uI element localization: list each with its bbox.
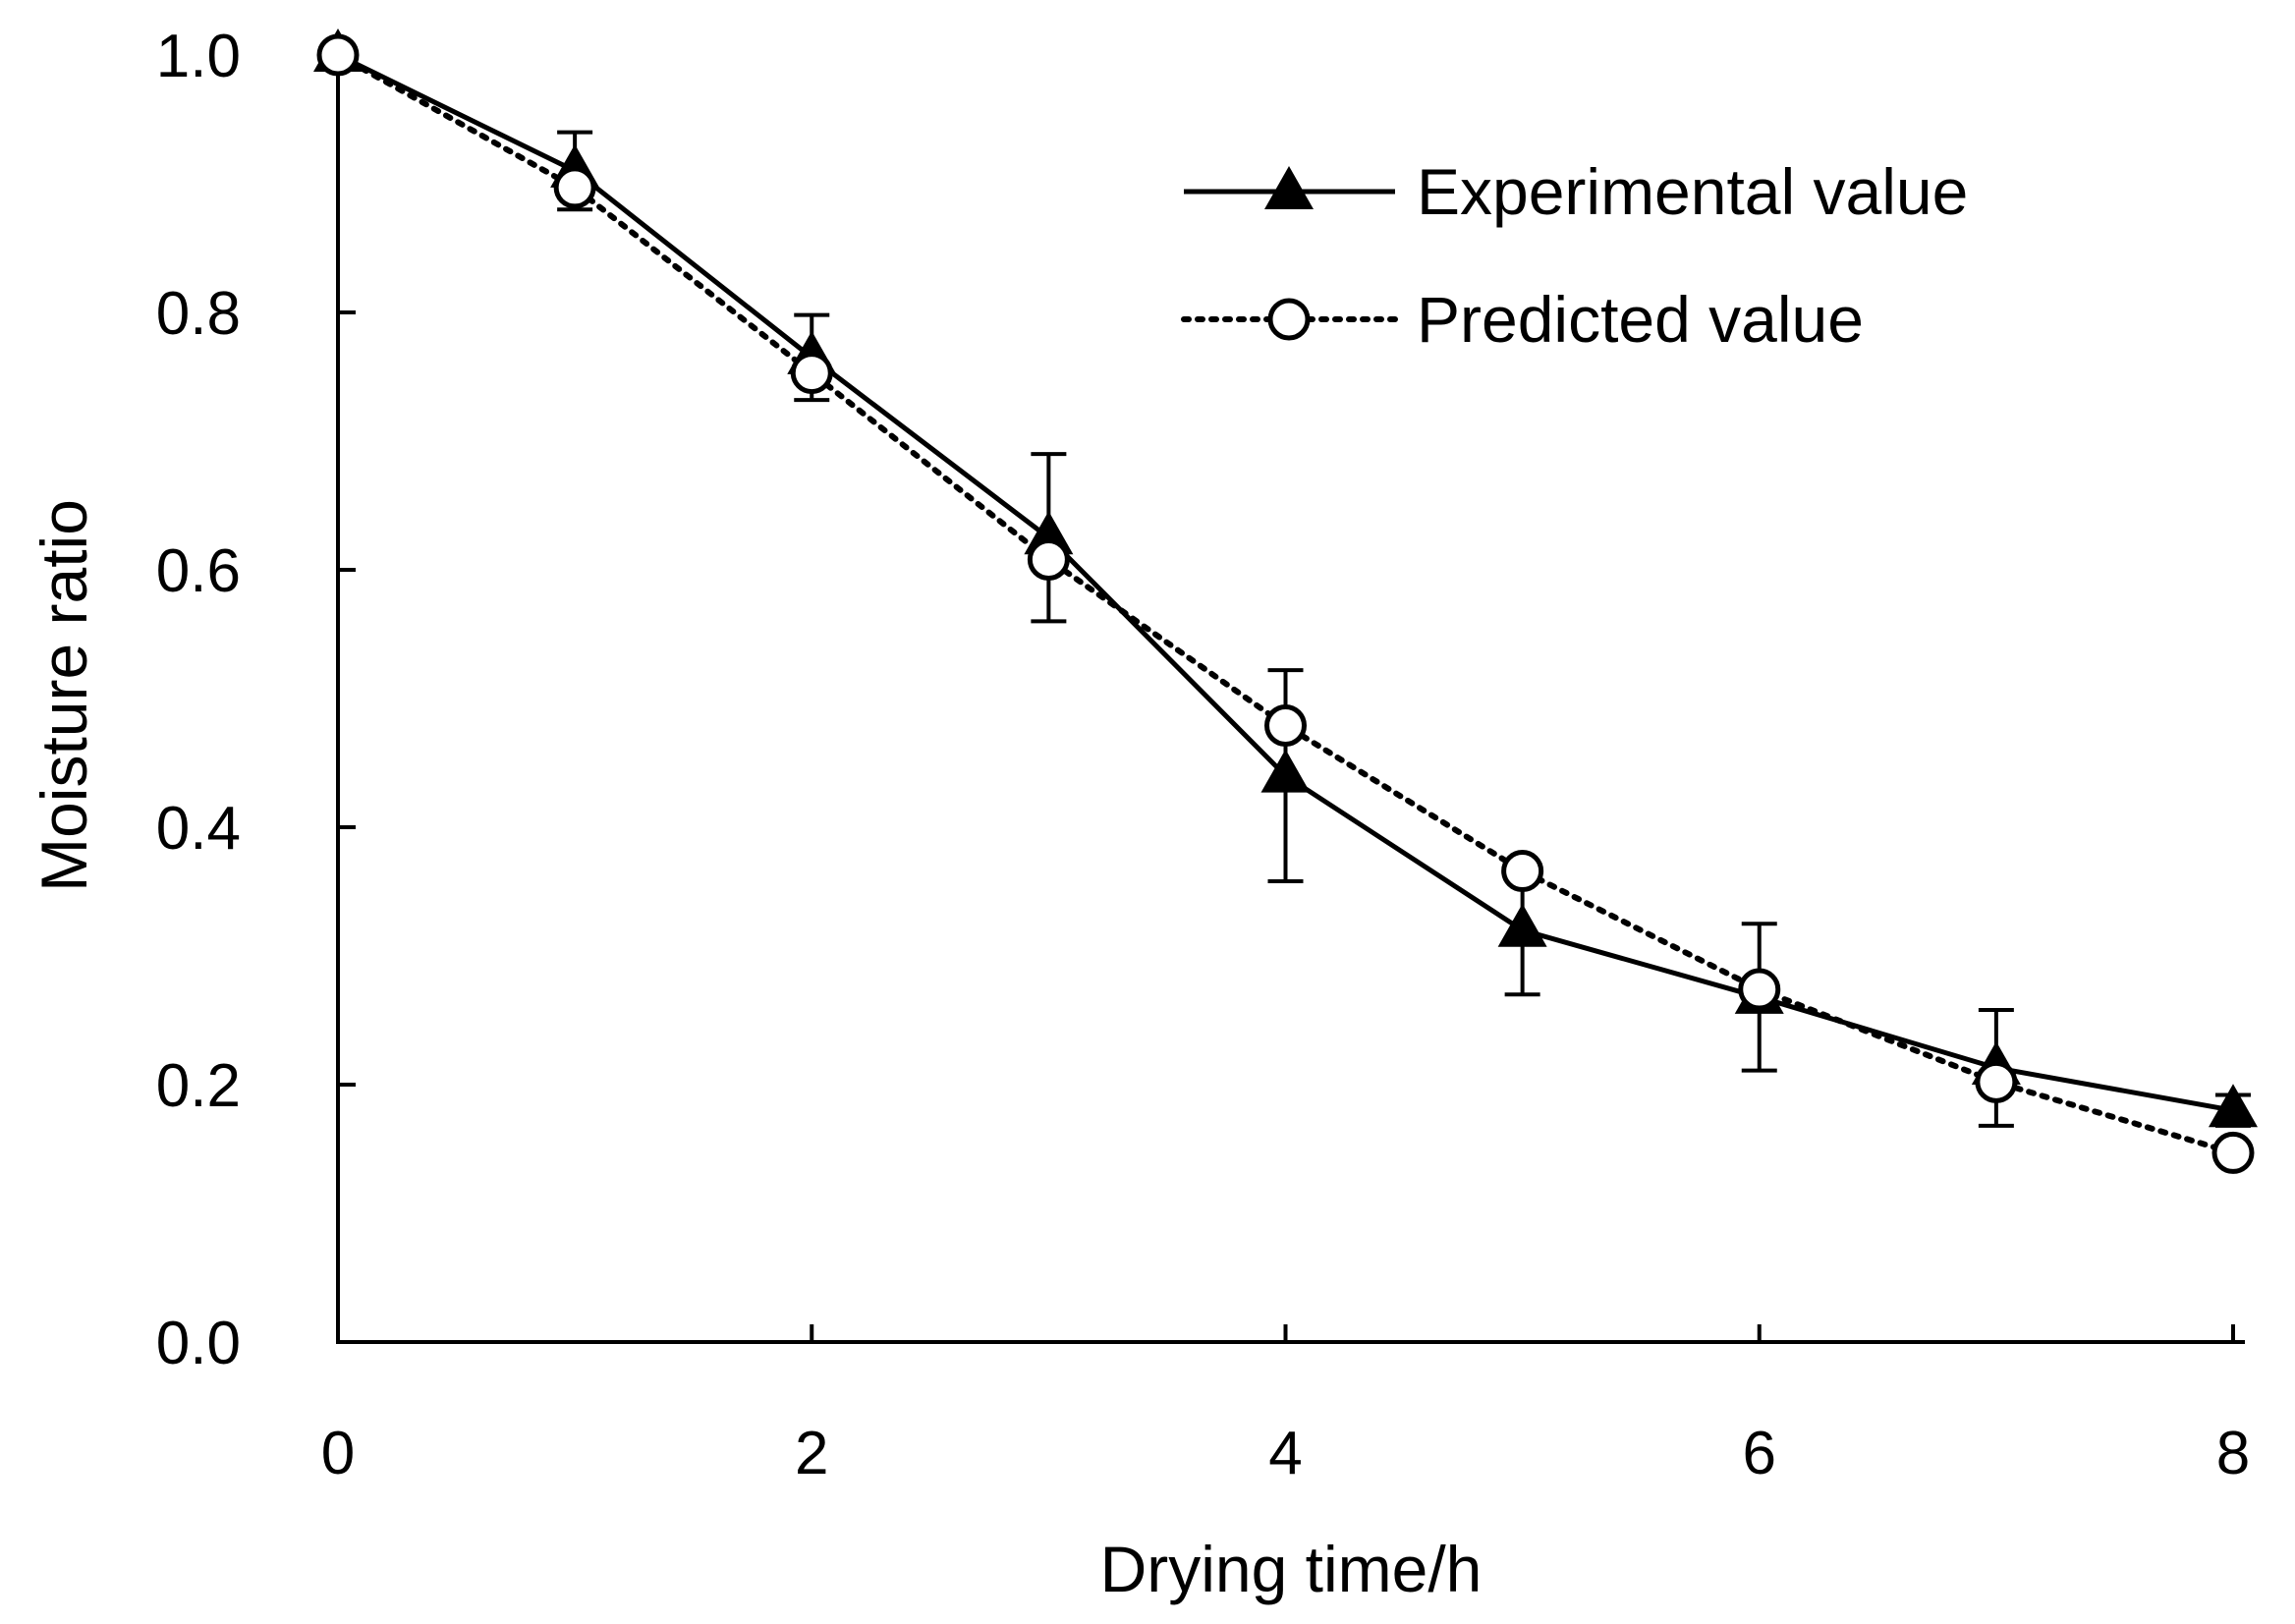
legend-item-predicted: Predicted value [1181, 283, 1864, 356]
legend-item-experimental: Experimental value [1184, 155, 1968, 228]
x-tick-label: 2 [795, 1420, 828, 1487]
experimental-point [1497, 903, 1547, 947]
x-axis-title: Drying time/h [1100, 1533, 1483, 1605]
legend-label-predicted: Predicted value [1417, 283, 1864, 356]
predicted-point [1501, 850, 1544, 893]
y-tick-label: 1.0 [156, 23, 241, 90]
predicted-point [553, 166, 596, 209]
legend-label-experimental: Experimental value [1417, 155, 1968, 228]
predicted-point [1264, 704, 1307, 748]
y-tick-label: 0.0 [156, 1310, 241, 1377]
experimental-point [1260, 749, 1311, 793]
y-tick-label: 0.4 [156, 795, 241, 863]
legend: Experimental value Predicted value [1181, 155, 1968, 356]
x-tick-label: 8 [2216, 1420, 2250, 1487]
ticks: 0 2 4 6 8 0.0 0.2 0.4 0.6 0.8 1.0 [156, 23, 2250, 1487]
x-tick-label: 6 [1743, 1420, 1776, 1487]
predicted-point [1738, 968, 1781, 1011]
x-tick-label: 0 [321, 1420, 355, 1487]
predicted-point [316, 33, 360, 77]
predicted-point [1027, 538, 1070, 582]
predicted-point [790, 352, 833, 395]
error-bars [557, 130, 2251, 1128]
y-tick-label: 0.6 [156, 537, 241, 605]
experimental-point [2209, 1084, 2258, 1128]
legend-marker-circle [1267, 298, 1311, 341]
markers [313, 28, 2258, 1174]
legend-marker-triangle [1264, 166, 1314, 209]
x-tick-label: 4 [1268, 1420, 1302, 1487]
predicted-point [1975, 1060, 2018, 1103]
axes [336, 49, 2245, 1344]
y-axis-title: Moisture ratio [28, 499, 100, 892]
predicted-point [2211, 1131, 2255, 1174]
y-tick-label: 0.8 [156, 280, 241, 348]
y-tick-label: 0.2 [156, 1052, 241, 1120]
